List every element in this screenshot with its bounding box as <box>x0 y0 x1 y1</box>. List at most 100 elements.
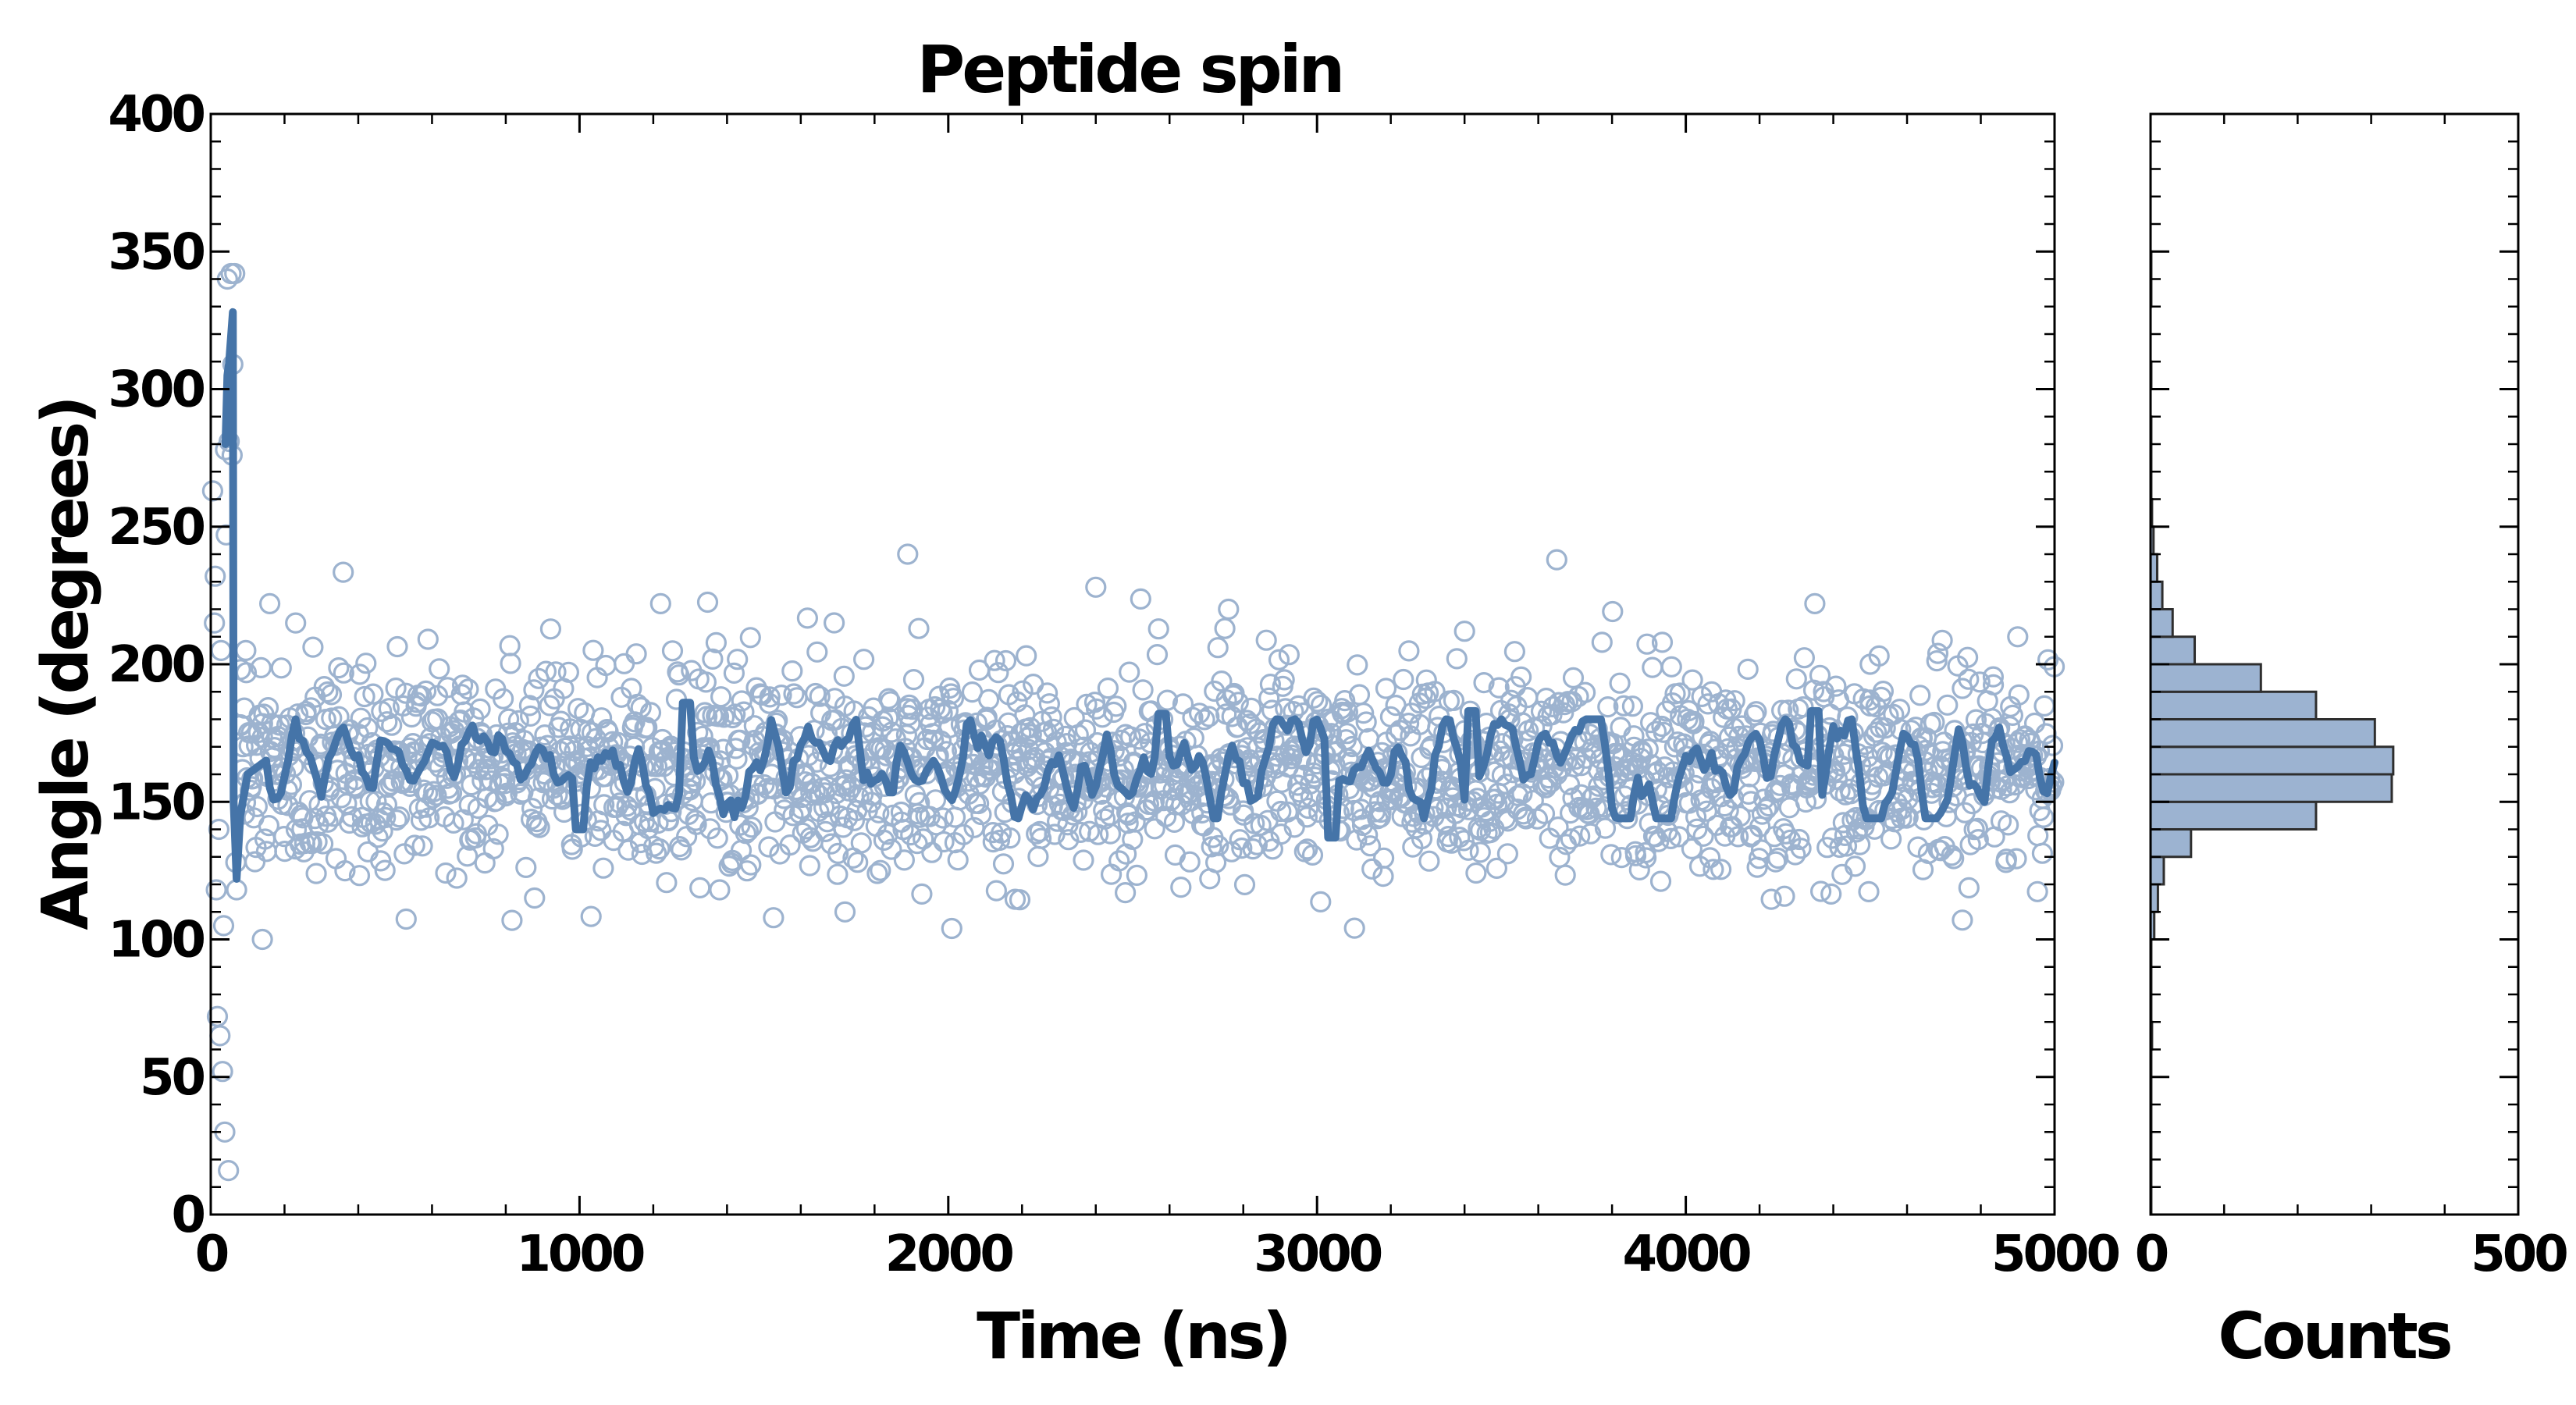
data-point <box>1359 835 1382 857</box>
data-point <box>909 791 930 813</box>
data-point <box>1889 699 1911 720</box>
data-point <box>1126 864 1148 887</box>
data-point <box>724 703 746 725</box>
data-point <box>1637 738 1659 760</box>
data-point <box>723 662 745 685</box>
data-point <box>937 699 959 721</box>
data-point <box>737 820 760 842</box>
data-point <box>733 701 755 723</box>
data-point <box>710 686 732 708</box>
data-point <box>850 832 872 854</box>
data-point <box>1785 668 1807 690</box>
data-point <box>1255 629 1277 651</box>
data-point <box>201 480 223 502</box>
data-point <box>1829 836 1851 859</box>
data-point <box>1085 576 1107 598</box>
x-tick-label: 4000 <box>1623 1225 1751 1283</box>
data-point <box>1641 754 1663 776</box>
data-point <box>1146 643 1169 666</box>
data-point <box>1350 799 1372 820</box>
data-point <box>1547 816 1569 838</box>
data-point <box>2008 684 2030 706</box>
data-point <box>1386 742 1408 764</box>
x-tick-label: 5000 <box>1991 1225 2119 1283</box>
data-point <box>333 662 354 684</box>
data-point <box>370 850 392 872</box>
data-point <box>1012 680 1034 702</box>
data-point <box>1479 821 1502 844</box>
data-point <box>866 863 888 884</box>
data-point <box>1334 689 1356 712</box>
data-point <box>1005 738 1028 759</box>
data-point <box>1645 720 1667 742</box>
data-point <box>204 612 226 634</box>
data-point <box>1119 661 1140 683</box>
data-point <box>1820 883 1842 905</box>
data-point <box>205 879 227 901</box>
data-point <box>590 707 613 729</box>
x-tick-label: 0 <box>195 1225 228 1283</box>
histogram-bar <box>2149 608 2174 638</box>
data-point <box>1130 588 1151 610</box>
data-point <box>1370 801 1392 823</box>
y-tick-label: 0 <box>171 1186 204 1244</box>
data-point <box>832 816 854 838</box>
data-point <box>1765 851 1787 873</box>
data-point <box>259 592 281 615</box>
data-point <box>1651 631 1674 653</box>
data-point <box>646 842 667 864</box>
data-point <box>921 841 943 863</box>
data-point <box>1424 681 1446 702</box>
data-point <box>1982 666 2004 688</box>
data-point <box>833 665 855 687</box>
histogram-x-axis-label: Counts <box>2218 1300 2450 1374</box>
data-point <box>1258 687 1280 709</box>
data-point <box>1681 838 1703 860</box>
data-point <box>1560 828 1582 850</box>
data-point <box>1073 736 1095 758</box>
data-point <box>1600 844 1622 866</box>
data-point <box>2026 880 2048 902</box>
data-point <box>1336 701 1359 723</box>
data-point <box>1967 828 1989 851</box>
data-point <box>1533 802 1556 825</box>
data-point <box>381 714 403 736</box>
data-point <box>1319 759 1341 782</box>
data-point <box>731 690 753 712</box>
data-point <box>933 831 955 853</box>
data-point <box>1336 723 1358 745</box>
data-point <box>1806 788 1827 809</box>
data-point <box>418 807 440 829</box>
x-tick-label: 3000 <box>1254 1225 1382 1283</box>
data-point <box>1357 824 1379 846</box>
data-point <box>1179 851 1201 873</box>
data-point <box>941 917 962 940</box>
data-point <box>1868 645 1890 667</box>
data-point <box>1574 681 1596 703</box>
main-ticks: 0 1000 2000 3000 4000 5000 0 50 100 150 200 250 300 3… <box>108 86 2122 1283</box>
data-point <box>2041 735 2064 756</box>
data-point <box>1610 846 1632 869</box>
data-point <box>359 790 381 813</box>
data-point <box>212 915 235 937</box>
data-point <box>1503 641 1526 663</box>
data-point <box>1204 852 1227 873</box>
data-point <box>924 789 947 811</box>
data-point <box>2024 712 2046 735</box>
smoothed-line <box>221 308 2058 883</box>
data-point <box>330 787 352 809</box>
data-point <box>1872 680 1894 702</box>
data-point <box>1613 695 1635 717</box>
data-point <box>355 653 377 674</box>
data-point <box>528 816 550 838</box>
data-point <box>300 697 322 719</box>
data-point <box>218 1159 240 1182</box>
data-point <box>1457 839 1479 861</box>
data-point <box>685 813 707 835</box>
data-point <box>580 905 602 927</box>
data-point <box>1810 880 1832 902</box>
data-point <box>1240 697 1262 720</box>
data-point <box>1793 647 1815 669</box>
data-point <box>942 688 965 710</box>
